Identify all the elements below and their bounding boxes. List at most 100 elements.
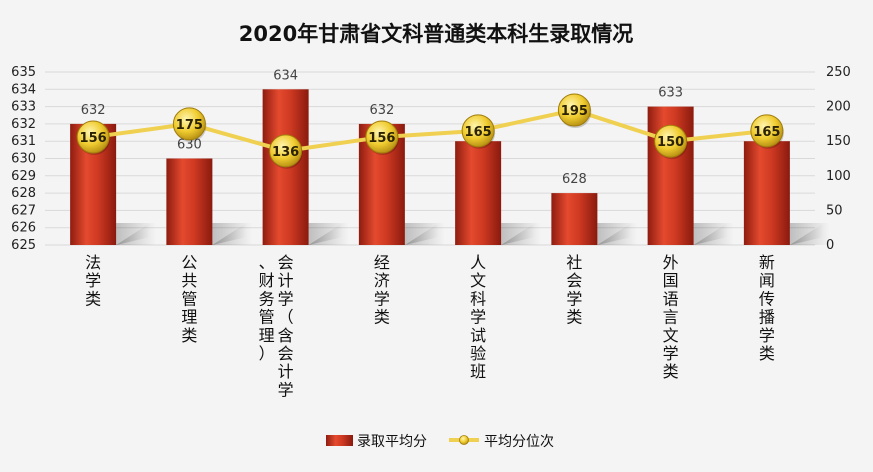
line-value-label: 165 (465, 125, 492, 140)
y-axis-right: 0 50 100 150 200 250 (826, 65, 851, 253)
bar-value-label: 632 (369, 103, 394, 118)
y-left-tick-label: 635 (11, 65, 36, 80)
y-right-tick-label: 0 (826, 238, 834, 253)
line-value-label: 136 (272, 145, 299, 160)
category-label-char: 人 (470, 253, 486, 272)
category-label-char: 新 (759, 253, 775, 272)
bar-shadow (597, 223, 638, 245)
line-value-label: 156 (368, 131, 395, 146)
category-label-char: 类 (181, 326, 197, 345)
category-label-char: 学 (278, 289, 294, 308)
y-left-tick-label: 632 (11, 117, 36, 132)
bar-shadow (789, 223, 830, 245)
line-marker (461, 114, 495, 148)
gridlines (45, 71, 815, 246)
line-series: 156 175 136 156 165 195 150 165 (76, 93, 784, 169)
bar-shadow (404, 223, 445, 245)
line-value-label: 150 (657, 135, 684, 150)
category-label-char: 类 (566, 308, 582, 327)
y-left-tick-label: 628 (11, 186, 36, 201)
legend-line-marker (459, 435, 469, 445)
category-label-char: 务 (259, 289, 275, 308)
bar (166, 158, 213, 245)
line-marker (750, 114, 784, 148)
category-label-char: 试 (470, 326, 486, 345)
category-label-char: 播 (759, 308, 775, 327)
category-label-char: 法 (85, 253, 101, 272)
category-label-char: 会 (278, 253, 294, 272)
bars: 632630634632631628633631 (70, 68, 790, 245)
line-value-label: 156 (80, 131, 107, 146)
category-label-char: 类 (663, 362, 679, 381)
category-label-char: 学 (566, 289, 582, 308)
legend-bar-swatch (326, 435, 353, 446)
category-label-char: 闻 (759, 271, 775, 290)
category-label-char: 会 (566, 271, 582, 290)
category-label-char: 理 (181, 308, 197, 327)
x-axis-categories: 法学类公共管理类会计学（含会计学、财务管理）经济学类人文科学试验班社会学类外国语… (85, 253, 775, 399)
category-label-char: 文 (663, 326, 679, 345)
category-label-char: 传 (759, 289, 775, 308)
category-label-char: 类 (85, 289, 101, 308)
bar-shadow (116, 223, 157, 245)
category-label-char: 公 (181, 253, 197, 272)
bar-value-label: 634 (273, 68, 298, 83)
category-label-char: 学 (85, 271, 101, 290)
y-left-tick-label: 633 (11, 100, 36, 115)
line-value-label: 195 (561, 104, 588, 119)
series-line (92, 108, 768, 153)
category-label-char: 班 (470, 362, 486, 381)
y-axis-left: 625 626 627 628 629 630 631 632 633 634 635 (11, 65, 36, 253)
category-label-char: 计 (278, 271, 294, 290)
bar-shadow (693, 223, 734, 245)
bar (551, 193, 598, 245)
category-label-char: 理 (259, 326, 275, 345)
line-value-label: 175 (176, 118, 203, 133)
category-label-char: 言 (663, 308, 679, 327)
bar-value-label: 633 (658, 86, 683, 101)
category-label-char: （ (278, 308, 294, 327)
category-label-char: 含 (278, 326, 294, 345)
category-label-char: ） (259, 344, 275, 363)
category-label-char: 学 (663, 344, 679, 363)
line-marker (365, 120, 399, 154)
y-left-tick-label: 629 (11, 169, 36, 184)
category-label-char: 共 (181, 271, 197, 290)
bar-shadow (501, 223, 542, 245)
y-left-tick-label: 625 (11, 238, 36, 253)
category-label-char: 计 (278, 362, 294, 381)
bar (455, 141, 502, 245)
y-right-tick-label: 100 (826, 169, 851, 184)
category-label-char: 文 (470, 271, 486, 290)
y-right-tick-label: 250 (826, 65, 851, 80)
bar-shadow (308, 223, 349, 245)
category-label-char: 验 (470, 344, 486, 363)
category-label-char: 学 (759, 326, 775, 345)
category-label-char: 管 (259, 308, 275, 327)
chart-title: 2020年甘肃省文科普通类本科生录取情况 (239, 22, 633, 46)
y-left-tick-label: 631 (11, 134, 36, 149)
y-right-tick-label: 150 (826, 134, 851, 149)
line-marker (269, 134, 303, 168)
category-label-char: 类 (374, 308, 390, 327)
line-value-label: 165 (753, 125, 780, 140)
bar-value-label: 632 (81, 103, 106, 118)
legend-bar-label: 录取平均分 (357, 434, 427, 450)
category-label-char: 科 (470, 289, 486, 308)
line-marker (654, 124, 688, 158)
line-marker (557, 93, 591, 127)
category-label-char: 、 (259, 253, 275, 272)
category-label: 法学类 (85, 253, 101, 308)
category-label-char: 财 (259, 271, 275, 290)
category-label-char: 国 (663, 271, 679, 290)
y-left-tick-label: 626 (11, 221, 36, 236)
bar-shadow (212, 223, 253, 245)
